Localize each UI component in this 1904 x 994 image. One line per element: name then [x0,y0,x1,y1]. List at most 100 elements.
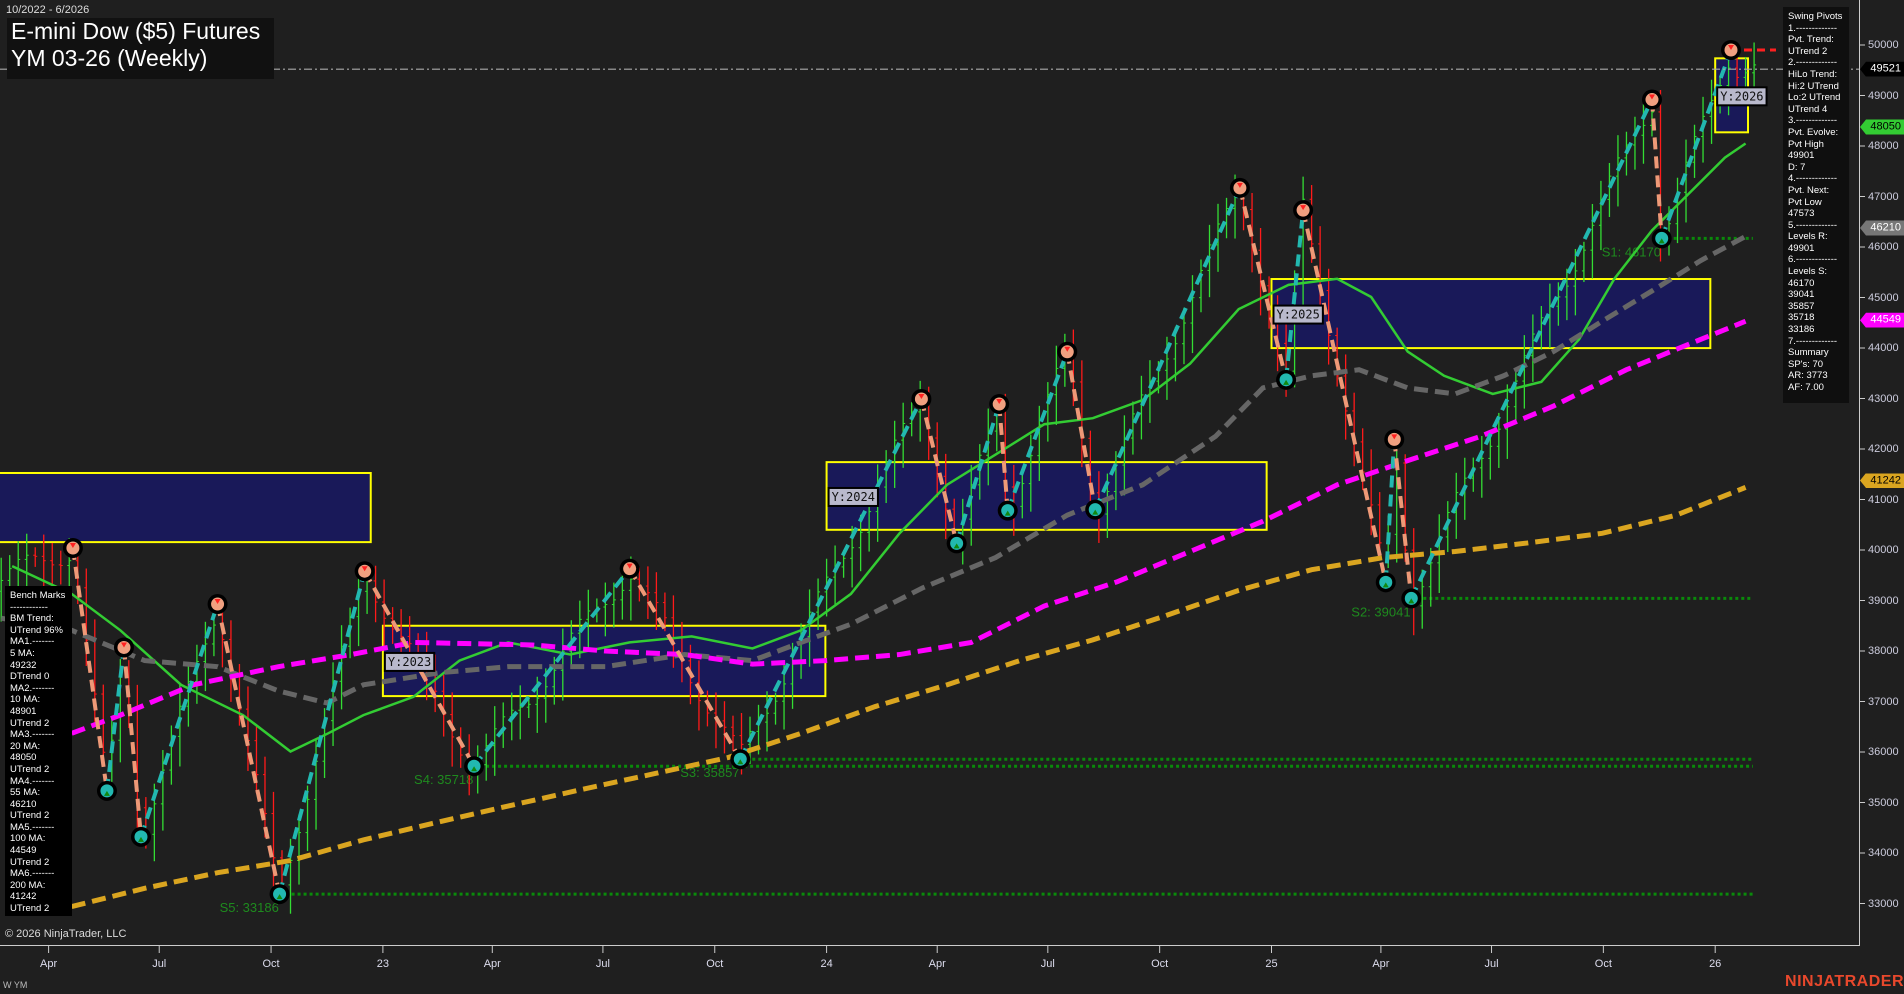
panel-line: 5.------------- [1788,219,1838,231]
instrument-title: E-mini Dow ($5) Futures [11,18,261,44]
panel-line: Pvt. Trend: [1788,34,1834,46]
y-tick-label: 33000 [1868,897,1899,910]
panel-line: MA1.------- [10,636,55,648]
swing-down-line [70,547,109,792]
panel-line: UTrend 2 [10,903,50,915]
panel-line: Levels R: [1788,231,1828,243]
y-tick-label: 50000 [1868,39,1899,51]
pivot-low-arrow-icon [103,790,110,796]
support-levels: S1: 46170 S2: 39041 S3: 35857 S4: 35718 S5: … [220,48,1776,915]
panel-line: UTrend 96% [10,624,63,636]
pivot-high-arrow-icon [1064,346,1071,352]
panel-line: D: 7 [1788,161,1806,173]
panel-line: BM Trend: [10,613,54,625]
swing-down-line [1237,187,1289,381]
panel-line: Pvt. Evolve: [1788,126,1839,138]
x-tick-label: 24 [820,958,833,970]
swing-up-line [1383,439,1397,583]
panel-line: 35718 [1788,312,1815,324]
pivot-high-arrow-icon [214,599,221,605]
panel-line: 10 MA: [10,694,41,706]
swing-up-line [1093,187,1242,511]
x-tick-label: Jul [152,958,167,970]
panel-line: UTrend 4 [1788,103,1828,115]
panel-line: 1.------------- [1788,22,1838,34]
panel-line: 49901 [1788,242,1815,254]
x-tick-label: Jul [1040,958,1055,970]
panel-line: Lo:2 UTrend [1788,92,1841,104]
year-box [0,471,372,544]
pivot-low-arrow-icon [1382,582,1389,588]
pivot-low-arrow-icon [953,543,960,549]
pivot-high-arrow-icon [361,566,368,572]
panel-line: AR: 3773 [1788,370,1828,382]
price-tag: 48050 [1860,119,1904,135]
year-box-label: Y:2026 [1720,89,1763,103]
year-box-label: Y:2024 [832,490,875,504]
swing-down-line [1065,351,1098,510]
panel-line: Swing Pivots [1788,11,1843,22]
swing-up-line [1659,49,1733,240]
panel-line: UTrend 2 [10,810,50,822]
panel-line: Summary [1788,347,1829,359]
y-tick-label: 44000 [1868,342,1899,354]
panel-line: 39041 [1788,289,1815,301]
x-tick-label: Apr [928,958,946,970]
pivot-high-arrow-icon [1391,434,1398,440]
pivot-low-arrow-icon [276,894,283,900]
y-tick-label: 40000 [1868,544,1899,556]
price-tag: 46210 [1860,220,1904,236]
pivot-low-arrow-icon [1283,379,1290,385]
swing-down-line [215,603,282,895]
y-tick-label: 35000 [1868,796,1899,809]
symbol-label: W YM [3,980,28,990]
moving-average-200-ma [71,485,1747,909]
year-box [825,461,1268,531]
pivot-high-arrow-icon [1300,205,1307,211]
price-tag: 44549 [1860,312,1904,328]
year-box-label-bg [827,486,879,507]
x-tick-label: Oct [706,958,724,970]
swing-up-line [472,567,632,768]
panel-line: 200 MA: [10,879,46,891]
panel-line: 33186 [1788,324,1815,336]
panel-line: UTrend 2 [10,763,50,775]
y-tick-label: 34000 [1868,847,1899,859]
contract-subtitle: YM 03-26 (Weekly) [11,45,208,71]
panel-line: 44549 [10,845,37,857]
year-box-label: Y:2023 [388,655,431,669]
panel-line: Pvt. Next: [1788,184,1830,196]
swing-down-line [1392,439,1414,599]
support-level-label: S2: 39041 [1351,604,1410,619]
panel-line: MA2.------- [10,682,55,694]
swing-up-line [1284,209,1306,381]
panel-line: ------------ [10,601,48,613]
support-level-label: S1: 46170 [1602,244,1661,259]
copyright: © 2026 NinjaTrader, LLC [5,928,127,940]
panel-line: 100 MA: [10,833,46,845]
moving-averages [0,142,1747,909]
date-range: 10/2022 - 6/2026 [6,4,90,16]
price-tag: 49521 [1860,61,1904,77]
pivot-high-arrow-icon [918,394,925,400]
x-tick-label: Apr [40,958,58,970]
panel-line: Pvt High [1788,138,1824,150]
panel-line: SP's: 70 [1788,358,1824,370]
panel-line: 55 MA: [10,787,41,799]
panel-line: 5 MA: [10,647,35,659]
pivot-low-arrow-icon [471,766,478,772]
pivot-low-arrow-icon [1004,510,1011,516]
panel-line: Levels S: [1788,266,1828,278]
swing-down-line [1301,209,1388,583]
support-level-label: S3: 35857 [680,765,739,780]
moving-average-20-ma [11,142,1747,753]
swing-up-line [954,403,1002,545]
panel-line: 49901 [1788,150,1815,162]
year-box-labels: Y:2023 Y:2024 Y:2025 Y:2026 [383,86,1768,672]
y-tick-label: 36000 [1868,746,1899,758]
year-box [1270,278,1712,350]
y-tick-label: 43000 [1868,392,1899,405]
panel-line: Hi:2 UTrend [1788,80,1839,92]
x-tick-label: 25 [1265,958,1278,970]
